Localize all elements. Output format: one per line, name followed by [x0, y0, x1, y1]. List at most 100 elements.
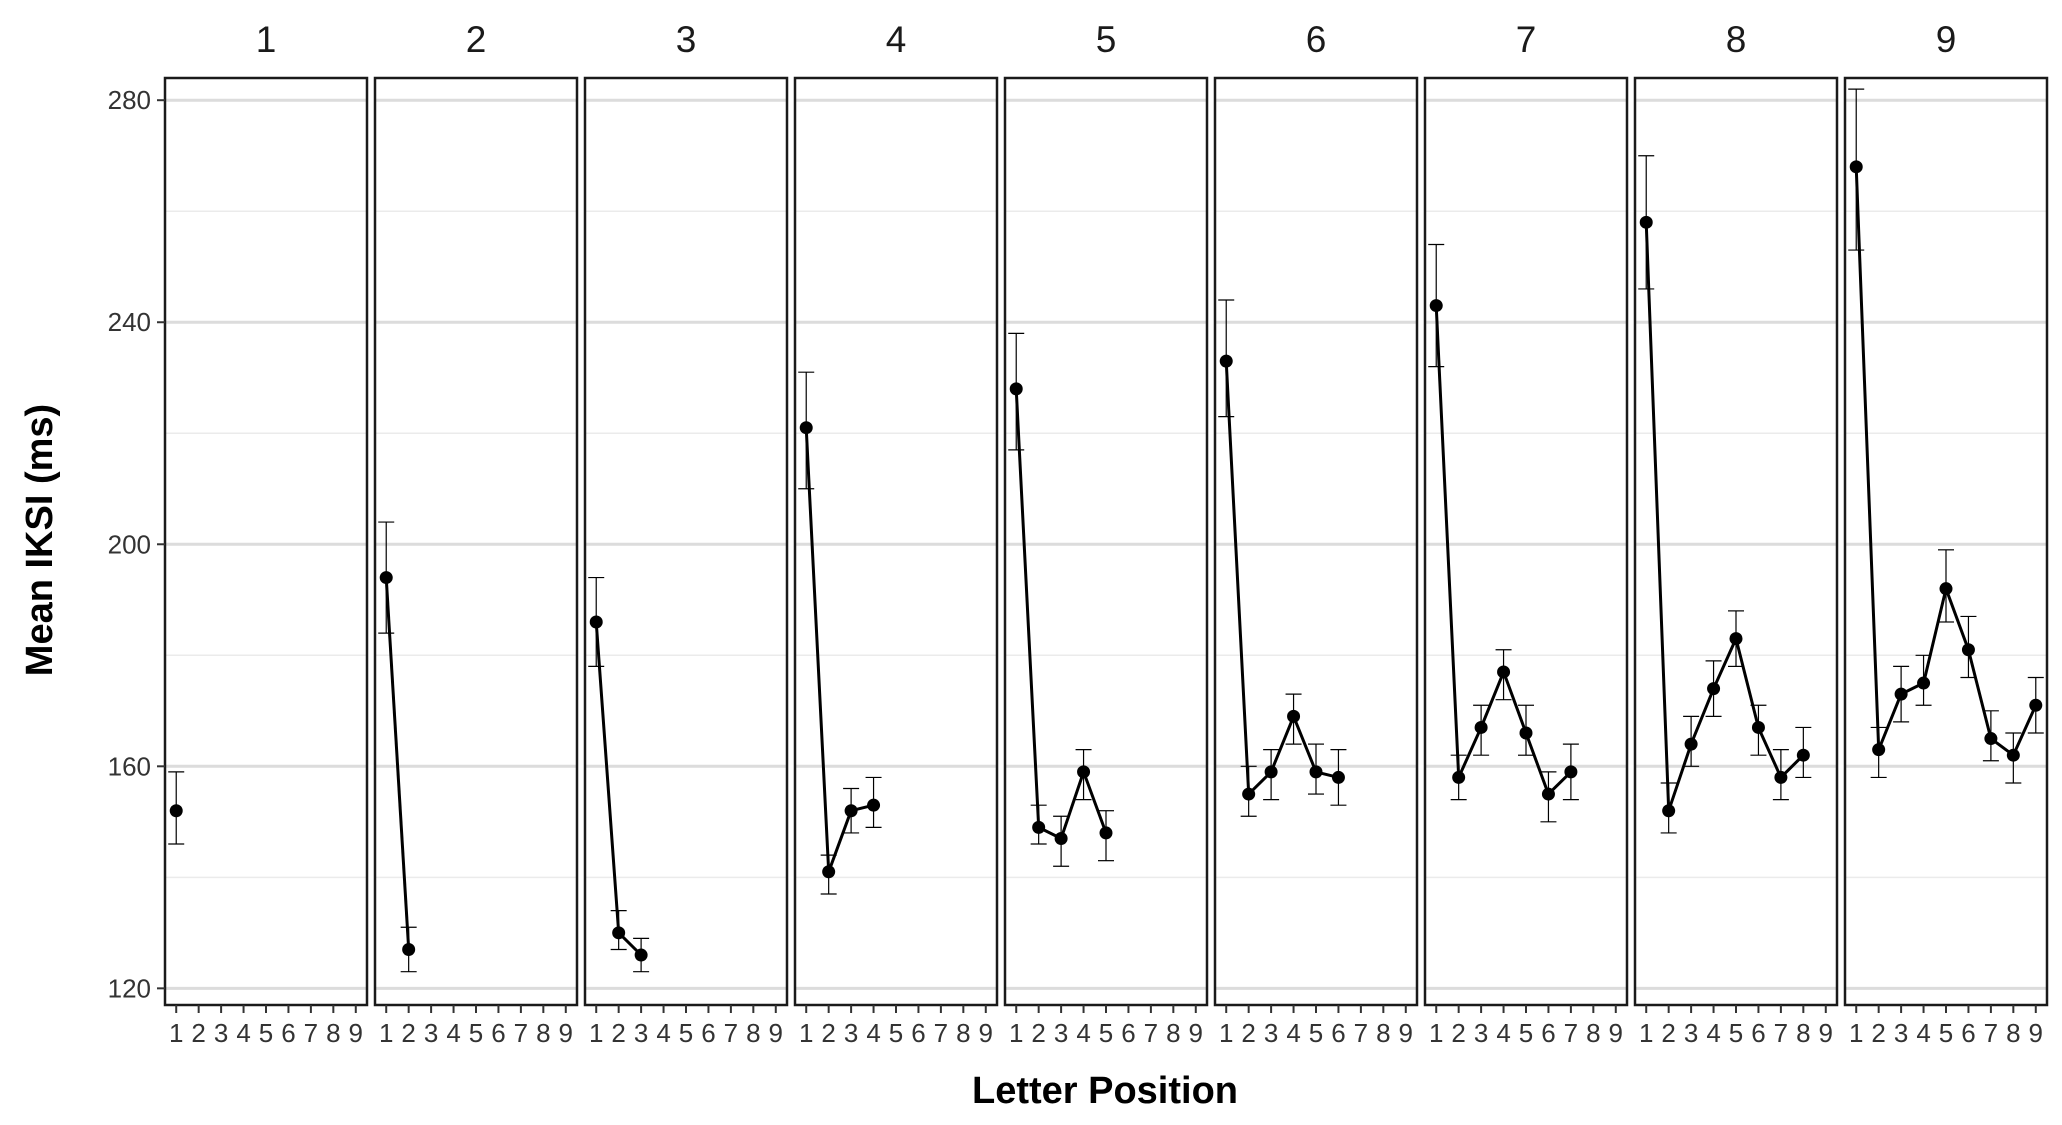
data-point	[867, 798, 881, 812]
x-tick-label: 7	[1144, 1018, 1158, 1048]
series-line	[1014, 388, 1108, 840]
panel-7: 71 2 3 4 5 6 7 8 9	[1423, 19, 1629, 1048]
y-tick-label: 280	[108, 85, 151, 115]
data-point	[1639, 215, 1653, 229]
x-tick-label: 6	[911, 1018, 925, 1048]
data-point	[1774, 770, 1788, 784]
data-point	[1452, 770, 1466, 784]
data-point	[2029, 698, 2043, 712]
x-tick-label: 2	[1451, 1018, 1465, 1048]
panel-strip-label: 8	[1726, 19, 1747, 60]
x-tick-label: 5	[679, 1018, 693, 1048]
panel-border	[1423, 76, 1629, 1007]
x-tick-label: 8	[1796, 1018, 1810, 1048]
x-tick-label: 7	[1774, 1018, 1788, 1048]
data-point	[1429, 299, 1443, 313]
x-tick-label: 1	[1639, 1018, 1653, 1048]
data-point	[1219, 354, 1233, 368]
x-tick-label: 4	[236, 1018, 250, 1048]
x-tick-label: 4	[1286, 1018, 1300, 1048]
panel-border	[1003, 76, 1209, 1007]
data-point	[1729, 632, 1743, 646]
y-tick-label: 240	[108, 307, 151, 337]
panel-1: 11 2 3 4 5 6 7 8 9	[163, 19, 369, 1048]
x-tick-label: 8	[956, 1018, 970, 1048]
x-tick-label: 3	[1264, 1018, 1278, 1048]
panel-border	[1843, 76, 2049, 1007]
x-tick-label: 8	[2006, 1018, 2020, 1048]
data-point	[589, 615, 603, 629]
x-tick-label: 5	[1729, 1018, 1743, 1048]
data-point	[1894, 687, 1908, 701]
x-tick-label: 1	[379, 1018, 393, 1048]
x-tick-label: 1	[1849, 1018, 1863, 1048]
x-tick-label: 2	[1031, 1018, 1045, 1048]
x-tick-label: 2	[821, 1018, 835, 1048]
data-point	[1796, 748, 1810, 762]
series-line	[1434, 305, 1572, 796]
x-tick-label: 9	[559, 1018, 573, 1048]
x-tick-label: 1	[1429, 1018, 1443, 1048]
x-tick-label: 8	[746, 1018, 760, 1048]
x-tick-label: 5	[1939, 1018, 1953, 1048]
x-tick-label: 7	[1354, 1018, 1368, 1048]
x-tick-label: 7	[724, 1018, 738, 1048]
data-point	[1099, 826, 1113, 840]
x-tick-label: 9	[769, 1018, 783, 1048]
y-tick-label: 120	[108, 973, 151, 1003]
data-point	[844, 804, 858, 818]
panel-border	[793, 76, 999, 1007]
x-tick-label: 6	[1961, 1018, 1975, 1048]
x-tick-label: 4	[1076, 1018, 1090, 1048]
data-point	[1684, 737, 1698, 751]
data-point	[1287, 709, 1301, 723]
x-tick-label: 9	[349, 1018, 363, 1048]
data-point	[1541, 787, 1555, 801]
x-tick-label: 5	[889, 1018, 903, 1048]
data-point	[1984, 732, 1998, 746]
series-line	[594, 621, 643, 957]
panel-9: 91 2 3 4 5 6 7 8 9	[1843, 19, 2049, 1048]
x-tick-label: 2	[401, 1018, 415, 1048]
panel-strip-label: 5	[1096, 19, 1117, 60]
data-point	[1939, 582, 1953, 596]
data-point	[1872, 743, 1886, 757]
x-tick-label: 7	[514, 1018, 528, 1048]
x-tick-label: 7	[304, 1018, 318, 1048]
x-tick-label: 3	[1684, 1018, 1698, 1048]
x-tick-label: 7	[934, 1018, 948, 1048]
x-tick-label: 5	[1309, 1018, 1323, 1048]
x-tick-label: 3	[844, 1018, 858, 1048]
x-tick-label: 2	[1241, 1018, 1255, 1048]
panel-border	[1633, 76, 1839, 1007]
data-point	[1961, 643, 1975, 657]
data-point	[379, 571, 393, 585]
x-tick-label: 2	[1871, 1018, 1885, 1048]
x-tick-label: 5	[259, 1018, 273, 1048]
x-tick-label: 2	[611, 1018, 625, 1048]
x-tick-label: 8	[1166, 1018, 1180, 1048]
x-tick-label: 6	[1121, 1018, 1135, 1048]
x-tick-label: 8	[326, 1018, 340, 1048]
data-point	[1032, 820, 1046, 834]
y-axis: 120 160 200 240 280	[108, 85, 165, 1003]
x-tick-label: 3	[424, 1018, 438, 1048]
x-tick-label: 4	[1916, 1018, 1930, 1048]
x-tick-label: 5	[1519, 1018, 1533, 1048]
x-tick-label: 6	[1541, 1018, 1555, 1048]
x-tick-label: 8	[1376, 1018, 1390, 1048]
x-tick-label: 6	[1751, 1018, 1765, 1048]
data-point	[1077, 765, 1091, 779]
series-line	[1854, 166, 2038, 757]
x-tick-label: 6	[491, 1018, 505, 1048]
x-tick-label: 3	[1894, 1018, 1908, 1048]
x-tick-label: 6	[701, 1018, 715, 1048]
x-tick-label: 5	[1099, 1018, 1113, 1048]
x-tick-label: 8	[536, 1018, 550, 1048]
panel-strip-label: 9	[1936, 19, 1957, 60]
data-point	[1242, 787, 1256, 801]
panel-3: 31 2 3 4 5 6 7 8 9	[583, 19, 789, 1048]
panel-strip-label: 4	[886, 19, 907, 60]
